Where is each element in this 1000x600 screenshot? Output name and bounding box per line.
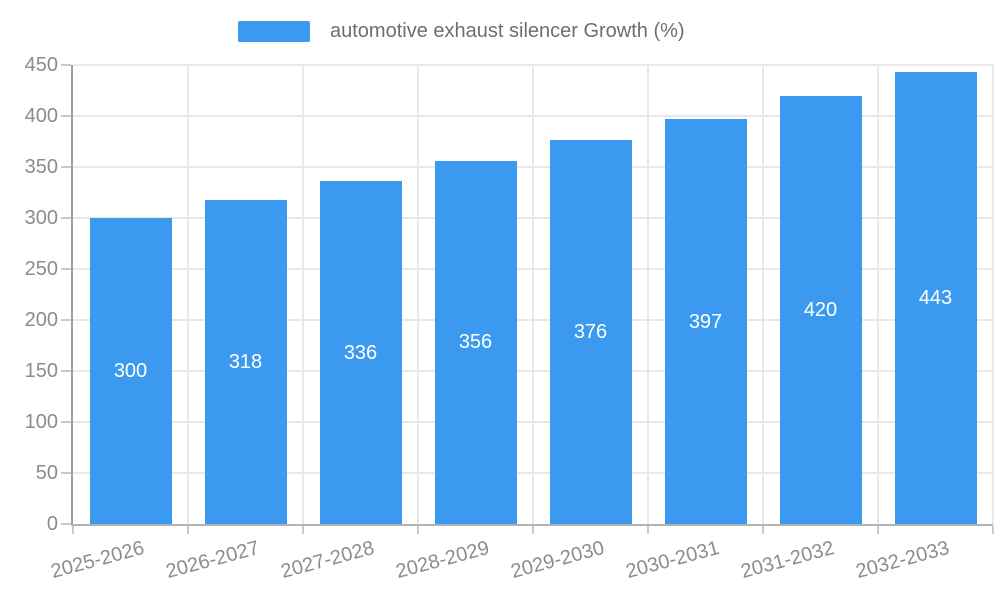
bar-value-label: 420: [803, 298, 838, 321]
x-gridline: [417, 65, 419, 524]
y-tick-mark: [61, 268, 71, 270]
y-tick-mark: [61, 523, 71, 525]
bar[interactable]: 376: [549, 140, 632, 524]
x-tick-mark: [762, 526, 764, 534]
x-tick-mark: [532, 526, 534, 534]
bar-value-label: 443: [918, 287, 953, 310]
y-tick-label: 400: [24, 105, 58, 127]
legend[interactable]: automotive exhaust silencer Growth (%): [238, 20, 685, 43]
y-tick-label: 300: [24, 207, 58, 229]
bar[interactable]: 356: [434, 160, 517, 524]
y-tick-mark: [61, 370, 71, 372]
y-tick-mark: [61, 421, 71, 423]
bar[interactable]: 336: [319, 181, 402, 524]
y-tick-label: 250: [24, 258, 58, 280]
y-tick-label: 100: [24, 411, 58, 433]
x-axis-line: [71, 524, 993, 526]
x-tick-mark: [992, 526, 994, 534]
x-gridline: [187, 65, 189, 524]
x-gridline: [877, 65, 879, 524]
y-tick-mark: [61, 115, 71, 117]
x-gridline: [762, 65, 764, 524]
bar[interactable]: 397: [664, 119, 747, 524]
y-tick-label: 450: [24, 54, 58, 76]
x-tick-mark: [877, 526, 879, 534]
bar[interactable]: 300: [89, 218, 172, 524]
y-tick-label: 150: [24, 360, 58, 382]
bar-value-label: 376: [573, 321, 608, 344]
x-tick-mark: [302, 526, 304, 534]
bar[interactable]: 443: [894, 72, 977, 524]
bar-value-label: 397: [688, 310, 723, 333]
plot-area: [73, 64, 994, 524]
y-tick-mark: [61, 64, 71, 66]
x-tick-mark: [647, 526, 649, 534]
x-tick-mark: [72, 526, 74, 534]
legend-label: automotive exhaust silencer Growth (%): [330, 20, 685, 42]
y-tick-mark: [61, 166, 71, 168]
x-gridline: [302, 65, 304, 524]
x-gridline: [992, 65, 994, 524]
bar[interactable]: 318: [204, 199, 287, 524]
bar-value-label: 336: [343, 341, 378, 364]
y-tick-mark: [61, 319, 71, 321]
y-tick-label: 0: [46, 513, 58, 535]
legend-swatch-icon[interactable]: [238, 21, 310, 42]
x-gridline: [647, 65, 649, 524]
y-tick-mark: [61, 472, 71, 474]
bar[interactable]: 420: [779, 95, 862, 524]
bar-value-label: 300: [113, 360, 148, 382]
bar-value-label: 318: [228, 350, 263, 373]
x-gridline: [532, 65, 534, 524]
y-tick-label: 200: [24, 309, 58, 331]
bar-value-label: 356: [458, 331, 493, 354]
y-tick-label: 350: [24, 156, 58, 178]
x-tick-mark: [417, 526, 419, 534]
x-tick-mark: [187, 526, 189, 534]
y-tick-mark: [61, 217, 71, 219]
y-tick-label: 50: [35, 462, 58, 484]
y-axis-line: [71, 65, 73, 524]
